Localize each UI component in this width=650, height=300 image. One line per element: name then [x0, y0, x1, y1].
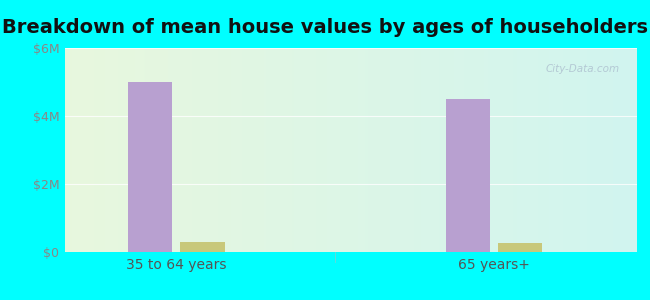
Text: City-Data.com: City-Data.com — [546, 64, 620, 74]
Bar — [445, 99, 490, 252]
Text: Breakdown of mean house values by ages of householders: Breakdown of mean house values by ages o… — [2, 18, 648, 37]
Bar — [180, 242, 225, 252]
Bar — [498, 243, 543, 252]
Bar — [128, 82, 172, 252]
